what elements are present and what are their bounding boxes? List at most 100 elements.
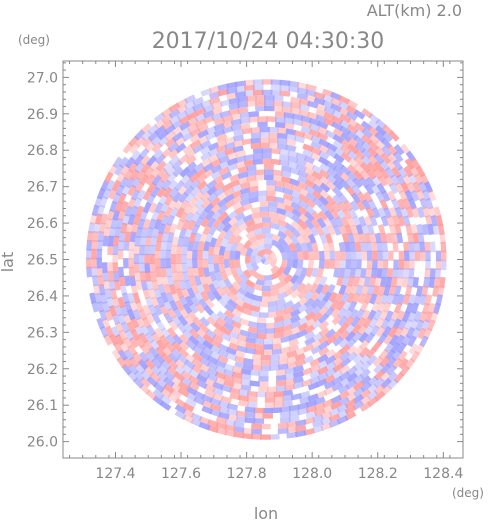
field-cell bbox=[321, 225, 331, 236]
field-cell bbox=[256, 249, 266, 258]
field-cell bbox=[304, 219, 315, 230]
field-cell bbox=[144, 166, 155, 179]
field-cell bbox=[117, 296, 126, 309]
field-cell bbox=[390, 232, 398, 244]
field-cell bbox=[194, 118, 207, 129]
field-cell bbox=[213, 180, 225, 191]
x-tick-label: 128.2 bbox=[358, 466, 398, 482]
field-cell bbox=[256, 327, 267, 334]
field-cell bbox=[266, 259, 272, 265]
field-cell bbox=[208, 90, 221, 100]
field-cell bbox=[266, 185, 276, 192]
field-cell bbox=[91, 300, 100, 313]
field-cell bbox=[373, 362, 385, 374]
field-cell bbox=[177, 236, 185, 247]
field-cell bbox=[250, 304, 261, 313]
field-cell bbox=[205, 131, 217, 141]
field-cell bbox=[210, 196, 221, 207]
field-cell bbox=[425, 259, 431, 271]
field-cell bbox=[176, 245, 183, 256]
field-cell bbox=[130, 316, 140, 329]
field-cell bbox=[208, 85, 221, 94]
field-cell bbox=[376, 241, 383, 252]
field-cell bbox=[221, 215, 232, 226]
field-cell bbox=[253, 222, 263, 230]
field-cell bbox=[202, 224, 212, 236]
field-cell bbox=[297, 175, 309, 185]
field-cell bbox=[323, 259, 330, 270]
field-cell bbox=[270, 217, 280, 225]
field-cell bbox=[398, 259, 405, 270]
field-cell bbox=[251, 364, 263, 371]
field-cell bbox=[186, 249, 193, 260]
field-cell bbox=[235, 410, 247, 418]
field-cell bbox=[277, 224, 288, 234]
field-cell bbox=[274, 185, 285, 193]
field-cell bbox=[313, 250, 320, 261]
field-cell bbox=[346, 216, 356, 228]
field-cell bbox=[305, 89, 317, 98]
field-cell bbox=[297, 322, 309, 332]
field-cell bbox=[191, 358, 203, 369]
field-cell bbox=[381, 131, 393, 143]
field-cell bbox=[318, 175, 330, 186]
field-cell bbox=[338, 337, 350, 349]
field-cell bbox=[245, 279, 256, 289]
field-cell bbox=[277, 422, 289, 429]
field-cell bbox=[363, 293, 372, 305]
field-cell bbox=[408, 343, 419, 355]
field-cell bbox=[188, 232, 197, 243]
field-cell bbox=[375, 191, 385, 203]
field-cell bbox=[216, 133, 228, 142]
field-cell bbox=[91, 239, 98, 251]
altitude-label: ALT(km) 2.0 bbox=[367, 1, 462, 20]
field-cell bbox=[200, 87, 213, 97]
field-cell bbox=[337, 307, 348, 319]
field-cell bbox=[310, 298, 321, 309]
field-cell bbox=[349, 200, 360, 212]
field-cell bbox=[203, 240, 211, 252]
field-cell bbox=[282, 400, 294, 408]
field-cell bbox=[360, 284, 369, 296]
field-cell bbox=[205, 275, 214, 286]
field-cell bbox=[179, 333, 190, 345]
field-cell bbox=[297, 303, 308, 314]
field-cell bbox=[193, 190, 204, 202]
field-cell bbox=[209, 338, 222, 349]
field-cell bbox=[282, 389, 294, 397]
field-cell bbox=[184, 279, 193, 291]
field-cell bbox=[302, 132, 314, 141]
field-cell bbox=[304, 311, 316, 322]
field-cell bbox=[318, 156, 330, 166]
field-cell bbox=[307, 259, 315, 270]
field-cell bbox=[296, 274, 306, 285]
field-cell bbox=[94, 292, 103, 305]
field-cell bbox=[286, 355, 298, 364]
field-cell bbox=[261, 217, 272, 223]
field-cell bbox=[228, 285, 239, 296]
field-cell bbox=[123, 349, 135, 361]
field-cell bbox=[234, 211, 246, 222]
field-cell bbox=[247, 326, 258, 334]
field-cell bbox=[231, 201, 243, 211]
field-cell bbox=[181, 262, 188, 273]
reflectivity-field bbox=[85, 79, 447, 440]
field-cell bbox=[111, 313, 121, 326]
field-cell bbox=[309, 375, 321, 385]
field-cell bbox=[419, 241, 426, 253]
field-cell bbox=[304, 290, 314, 301]
field-cell bbox=[242, 357, 254, 365]
field-cell bbox=[255, 95, 266, 101]
field-cell bbox=[296, 234, 306, 245]
field-cell bbox=[174, 180, 185, 192]
field-cell bbox=[188, 303, 199, 314]
field-cell bbox=[103, 226, 111, 238]
field-cell bbox=[305, 267, 314, 278]
field-cell bbox=[238, 389, 249, 397]
field-cell bbox=[397, 166, 408, 179]
field-cell bbox=[213, 187, 225, 197]
field-cell bbox=[127, 197, 137, 209]
field-cell bbox=[327, 283, 336, 295]
field-cell bbox=[171, 131, 184, 143]
field-cell bbox=[288, 404, 300, 412]
